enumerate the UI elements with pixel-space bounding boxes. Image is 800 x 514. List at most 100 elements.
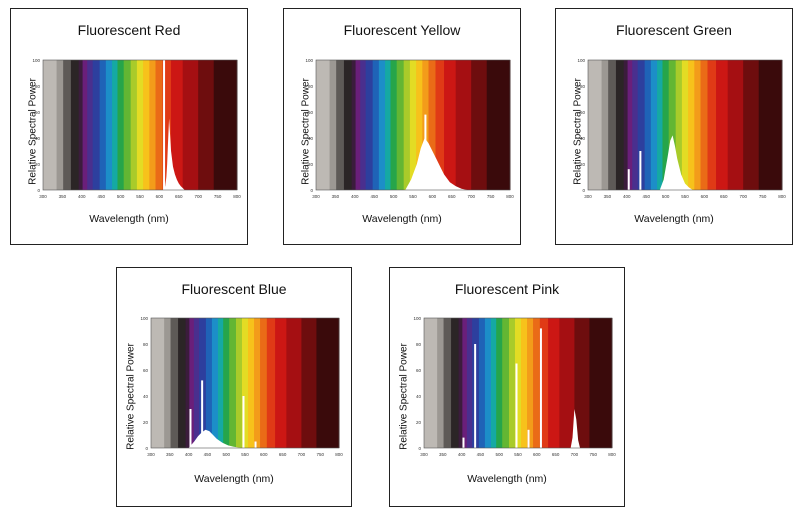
spectrum-background [588,60,783,190]
spectrum-band [316,60,331,190]
spectrum-band [758,60,783,190]
y-axis-label: Relative Spectral Power [300,78,312,185]
y-tick-label: 0 [582,188,585,193]
y-tick-label: 0 [37,188,40,193]
spectrum-band [355,60,361,190]
spectrum-band [385,60,391,190]
spectrum-band [372,60,380,190]
spectrum-band [403,60,411,190]
x-tick-label: 400 [623,194,631,199]
spectrum-band [574,318,590,448]
x-tick-label: 500 [117,194,125,199]
y-tick-label: 20 [143,420,149,425]
plot-frame [150,317,340,449]
spectrum-band [105,60,113,190]
spectrum-band [444,60,457,190]
spectrum-band [458,318,463,448]
y-tick-label: 40 [35,136,41,141]
y-tick-label: 60 [143,368,149,373]
spectrum-band [675,60,683,190]
x-tick-label: 400 [351,194,359,199]
x-tick-label: 800 [233,194,241,199]
y-axis-label: Relative Spectral Power [572,78,584,185]
x-tick-label: 500 [390,194,398,199]
y-tick-label: 0 [310,188,313,193]
spectrum-band [539,318,549,448]
spectrum-band [254,318,261,448]
y-tick-label: 0 [145,446,148,451]
x-tick-label: 650 [552,452,560,457]
spectrum-band [123,60,132,190]
spectrum-band [559,318,575,448]
chart-title: Fluorescent Red [77,22,181,38]
y-tick-label: 80 [580,84,586,89]
x-axis-label: Wavelength (nm) [362,213,442,225]
spectrum-band [527,318,534,448]
x-tick-label: 800 [506,194,514,199]
spectrum-band [143,60,150,190]
spectrum-band [694,60,702,190]
spectrum-band [301,318,317,448]
x-tick-label: 800 [778,194,786,199]
x-tick-label: 500 [662,194,670,199]
spectrum-band [329,60,337,190]
emission-line [254,441,257,448]
spectrum-band [235,318,243,448]
x-tick-label: 350 [604,194,612,199]
y-tick-label: 100 [140,316,148,321]
spectrum-band [78,60,84,190]
spectrum-band [336,60,345,190]
spectrum-band [43,60,58,190]
y-tick-label: 100 [413,316,421,321]
spectrum-band [644,60,652,190]
spectrum-band [390,60,398,190]
y-tick-label: 20 [580,162,586,167]
spectrum-band [743,60,760,190]
spectrum-band [365,60,374,190]
chart-panel-green: Fluorescent Green 0 20 40 60 80 100 300 350 400 4… [555,8,793,245]
spectrum-band [496,318,503,448]
x-tick-label: 350 [439,452,447,457]
spectrum-band [657,60,663,190]
spectrum-band [396,60,405,190]
x-tick-label: 450 [370,194,378,199]
spectrum-band [205,318,213,448]
emission-line [424,114,427,190]
spectrum-band [455,60,472,190]
spectrum-band [533,318,541,448]
y-tick-label: 60 [416,368,422,373]
y-tick-label: 80 [143,342,149,347]
x-tick-label: 500 [495,452,503,457]
plot-frame [587,59,783,191]
spectrum-band [707,60,717,190]
spectrum-band [155,60,164,190]
y-tick-label: 100 [577,58,585,63]
emission-line [201,380,204,448]
y-axis-label: Relative Spectral Power [125,343,137,450]
y-tick-label: 20 [308,162,314,167]
x-tick-label: 750 [759,194,767,199]
x-tick-label: 350 [332,194,340,199]
x-tick-label: 450 [477,452,485,457]
chart-title: Fluorescent Yellow [343,22,461,38]
x-axis-label: Wavelength (nm) [467,473,547,485]
x-tick-label: 300 [147,452,155,457]
emission-line [474,344,477,448]
y-tick-label: 20 [35,162,41,167]
emission-line [163,60,166,190]
spectrum-band [316,318,340,448]
spectrum-band [266,318,276,448]
spectrum-band [435,60,445,190]
spectrum-band [437,318,445,448]
spectrum-band [211,318,219,448]
spectrum-band [716,60,729,190]
spectrum-band [637,60,646,190]
spectrum-band [508,318,516,448]
spectrum-band [343,60,353,190]
spectrum-band [548,318,560,448]
chart-panel-pink: Fluorescent Pink 0 20 40 60 80 100 300 350 400 45… [389,267,625,507]
y-tick-label: 100 [305,58,313,63]
spectrum-plot: 0 20 40 60 80 100 300 350 400 450 500 550 600 650 700 7… [32,58,241,199]
x-tick-label: 600 [533,452,541,457]
spectrum-band [178,318,187,448]
